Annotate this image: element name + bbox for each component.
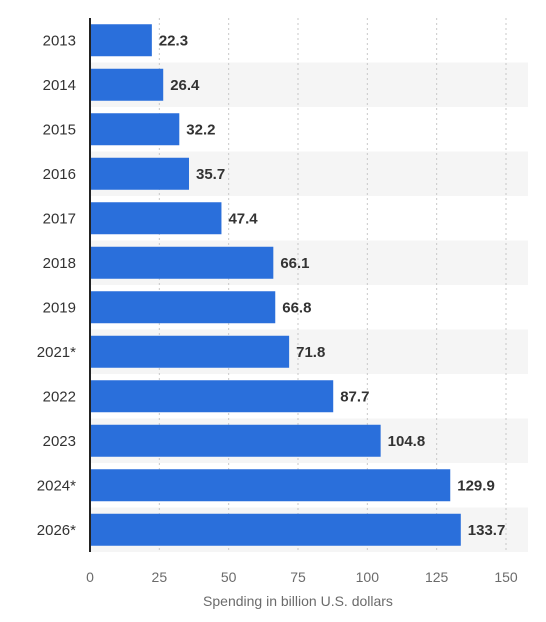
- bar: [90, 380, 334, 413]
- bar: [90, 424, 381, 457]
- bar: [90, 291, 276, 324]
- bar: [90, 202, 222, 235]
- data-label: 129.9: [457, 477, 495, 494]
- bar: [90, 113, 180, 146]
- x-tick-label: 50: [221, 569, 237, 585]
- data-label: 22.3: [159, 32, 188, 49]
- x-tick-label: 25: [152, 569, 168, 585]
- x-tick-label: 150: [494, 569, 518, 585]
- x-tick-label: 125: [425, 569, 449, 585]
- data-label: 32.2: [186, 121, 215, 138]
- x-axis-title: Spending in billion U.S. dollars: [203, 593, 393, 609]
- bar: [90, 24, 152, 57]
- category-labels: 2013 2014 2015 2016 2017 2018 2019 2021* 2022 202…: [37, 32, 76, 539]
- x-tick-label: 100: [356, 569, 380, 585]
- bar: [90, 469, 451, 502]
- data-label: 71.8: [296, 344, 325, 361]
- category-label: 2017: [43, 210, 76, 227]
- category-label: 2014: [43, 77, 76, 94]
- data-label: 47.4: [228, 210, 258, 227]
- data-label: 133.7: [468, 522, 506, 539]
- category-label: 2018: [43, 255, 76, 272]
- bar: [90, 246, 274, 279]
- category-label: 2021*: [37, 344, 76, 361]
- data-label: 35.7: [196, 166, 225, 183]
- x-tick-label: 0: [86, 569, 94, 585]
- data-labels: 22.3 26.4 32.2 35.7 47.4 66.1 66.8 71.8 87.7 104.…: [159, 32, 505, 539]
- bar: [90, 157, 190, 190]
- category-label: 2024*: [37, 477, 76, 494]
- gridlines: [158, 18, 507, 552]
- category-label: 2013: [43, 32, 76, 49]
- category-label: 2022: [43, 388, 76, 405]
- x-tick-label: 75: [290, 569, 306, 585]
- category-label: 2023: [43, 433, 76, 450]
- data-label: 87.7: [340, 388, 369, 405]
- category-label: 2026*: [37, 522, 76, 539]
- bar: [90, 68, 164, 101]
- bars: [90, 24, 461, 546]
- data-label: 66.8: [282, 299, 311, 316]
- data-label: 66.1: [280, 255, 309, 272]
- data-label: 26.4: [170, 77, 200, 94]
- bar: [90, 513, 461, 546]
- data-label: 104.8: [388, 433, 426, 450]
- bar: [90, 335, 290, 368]
- category-label: 2016: [43, 166, 76, 183]
- category-label: 2015: [43, 121, 76, 138]
- category-label: 2019: [43, 299, 76, 316]
- x-tick-labels: 0 25 50 75 100 125 150: [86, 569, 518, 585]
